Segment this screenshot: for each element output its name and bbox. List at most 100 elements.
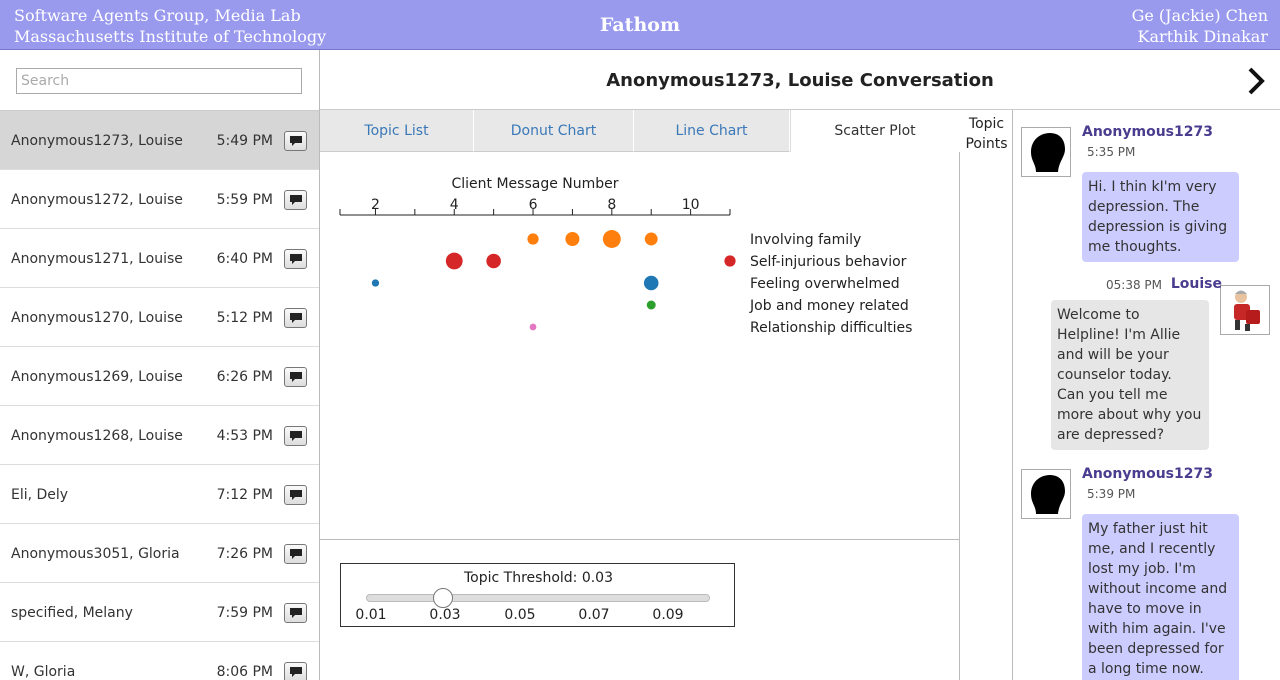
tab-line-chart[interactable]: Line Chart	[634, 110, 790, 152]
threshold-tick-label: 0.09	[652, 607, 684, 623]
conversation-name: Anonymous1269, Louise	[11, 369, 183, 385]
threshold-tick-label: 0.05	[504, 607, 536, 623]
conversation-header: Anonymous1273, Louise Conversation	[320, 50, 1280, 110]
message-time: 05:38 PM	[1106, 278, 1162, 292]
organization: Software Agents Group, Media Lab Massach…	[14, 5, 326, 47]
category-label: Involving family	[750, 232, 861, 248]
conversation-item[interactable]: Anonymous1273, Louise 5:49 PM	[0, 111, 319, 170]
topic-points-line-2: Points	[965, 136, 1008, 152]
author-2: Karthik Dinakar	[1137, 27, 1268, 46]
scatter-plot: Client Message Number 2 4 6 8 10 Involving fam…	[339, 176, 912, 336]
topic-threshold-control: Topic Threshold: 0.03 0.01 0.03 0.05 0.07 0.…	[340, 563, 735, 627]
conversation-item[interactable]: Anonymous1270, Louise 5:12 PM	[0, 288, 319, 347]
topic-points-line-1: Topic	[968, 116, 1005, 132]
chat-bubble-icon[interactable]	[284, 249, 307, 269]
conversation-item[interactable]: Anonymous1268, Louise 4:53 PM	[0, 406, 319, 465]
chat-bubble-icon[interactable]	[284, 662, 307, 680]
message-sender: Louise	[1170, 276, 1222, 292]
x-tick-label: 6	[529, 197, 538, 213]
conversation-list: Anonymous1273, Louise 5:49 PM Anonymous127…	[0, 111, 319, 680]
chat-bubble-icon[interactable]	[284, 308, 307, 328]
search-area	[0, 50, 319, 111]
conversation-name: Anonymous1270, Louise	[11, 310, 183, 326]
conversation-time: 5:59 PM	[216, 192, 273, 208]
scatter-point	[646, 300, 656, 310]
chat-bubble-icon[interactable]	[284, 603, 307, 623]
x-axis-label: Client Message Number	[451, 176, 618, 192]
scatter-point	[602, 230, 621, 248]
category-label: Job and money related	[749, 298, 909, 314]
chat-bubble-icon[interactable]	[284, 426, 307, 446]
chat-bubble-icon[interactable]	[284, 131, 307, 151]
topic-points-label: Topic Points	[960, 114, 1013, 154]
conversation-time: 7:26 PM	[216, 546, 273, 562]
message-sender: Anonymous1273	[1082, 124, 1213, 140]
chat-bubble-icon[interactable]	[284, 367, 307, 387]
conversation-time: 5:49 PM	[216, 133, 273, 149]
client-avatar	[1021, 469, 1071, 519]
view-tabs: Topic List Donut Chart Line Chart Scatter P…	[320, 110, 960, 153]
conversation-name: specified, Melany	[11, 605, 133, 621]
threshold-label: Topic Threshold: 0.03	[464, 570, 613, 586]
message-time: 5:39 PM	[1087, 487, 1136, 501]
x-tick-label: 8	[607, 197, 616, 213]
counselor-avatar	[1220, 285, 1270, 335]
conversation-name: Anonymous1271, Louise	[11, 251, 183, 267]
visualization-panel: Topic List Donut Chart Line Chart Scatter P…	[320, 110, 960, 680]
message-bubble: Hi. I thin kI'm very depression. The dep…	[1082, 172, 1239, 262]
message-bubble: My father just hit me, and I recently lo…	[1082, 514, 1239, 680]
scatter-point	[529, 323, 537, 331]
message-bubble: Welcome to Helpline! I'm Allie and will …	[1051, 300, 1209, 450]
scatter-point	[486, 253, 501, 269]
conversation-time: 6:26 PM	[216, 369, 273, 385]
chat-bubble-icon[interactable]	[284, 190, 307, 210]
conversation-item[interactable]: specified, Melany 7:59 PM	[0, 583, 319, 642]
message-time: 5:35 PM	[1087, 145, 1136, 159]
conversation-name: Anonymous1268, Louise	[11, 428, 183, 444]
app-header: Software Agents Group, Media Lab Massach…	[0, 0, 1280, 50]
org-line-1: Software Agents Group, Media Lab	[14, 6, 301, 25]
conversation-item[interactable]: Eli, Dely 7:12 PM	[0, 465, 319, 524]
conversation-name: Eli, Dely	[11, 487, 69, 503]
topic-points-column: Topic Points	[960, 110, 1013, 680]
chat-bubble-icon[interactable]	[284, 485, 307, 505]
conversation-name: Anonymous3051, Gloria	[11, 546, 180, 562]
conversation-time: 5:12 PM	[216, 310, 273, 326]
conversation-item[interactable]: Anonymous3051, Gloria 7:26 PM	[0, 524, 319, 583]
x-tick-label: 2	[371, 197, 380, 213]
x-tick-label: 10	[682, 197, 700, 213]
org-line-2: Massachusetts Institute of Technology	[14, 27, 327, 46]
conversation-time: 4:53 PM	[216, 428, 273, 444]
conversation-name: Anonymous1272, Louise	[11, 192, 183, 208]
conversation-item[interactable]: Anonymous1271, Louise 6:40 PM	[0, 229, 319, 288]
threshold-slider-handle[interactable]	[433, 588, 453, 608]
chat-bubble-icon[interactable]	[284, 544, 307, 564]
scatter-point	[371, 279, 380, 287]
conversation-name: Anonymous1273, Louise	[11, 133, 183, 149]
conversation-item[interactable]: W, Gloria 8:06 PM	[0, 642, 319, 680]
app-title: Fathom	[599, 14, 681, 36]
conversation-item[interactable]: Anonymous1272, Louise 5:59 PM	[0, 170, 319, 229]
tab-topic-list[interactable]: Topic List	[320, 110, 474, 152]
next-arrow-icon[interactable]	[1246, 66, 1266, 96]
tab-donut-chart[interactable]: Donut Chart	[474, 110, 634, 152]
threshold-slider-track[interactable]	[366, 594, 710, 602]
authors: Ge (Jackie) Chen Karthik Dinakar	[1132, 5, 1268, 47]
conversation-item[interactable]: Anonymous1269, Louise 6:26 PM	[0, 347, 319, 406]
search-input[interactable]	[16, 68, 302, 94]
threshold-tick-label: 0.01	[355, 607, 387, 623]
client-avatar	[1021, 127, 1071, 177]
tab-scatter-plot[interactable]: Scatter Plot	[790, 110, 960, 152]
scatter-point	[644, 232, 658, 246]
category-label: Feeling overwhelmed	[750, 276, 900, 292]
conversation-time: 7:12 PM	[216, 487, 273, 503]
threshold-tick-label: 0.03	[429, 607, 461, 623]
scatter-point	[527, 233, 539, 245]
scatter-plot-area: Client Message Number 2 4 6 8 10 Involving fam…	[320, 153, 960, 540]
scatter-point	[643, 275, 659, 291]
message-sender: Anonymous1273	[1082, 466, 1213, 482]
conversation-time: 7:59 PM	[216, 605, 273, 621]
category-label: Self-injurious behavior	[750, 254, 907, 270]
conversation-title: Anonymous1273, Louise Conversation	[606, 70, 994, 91]
